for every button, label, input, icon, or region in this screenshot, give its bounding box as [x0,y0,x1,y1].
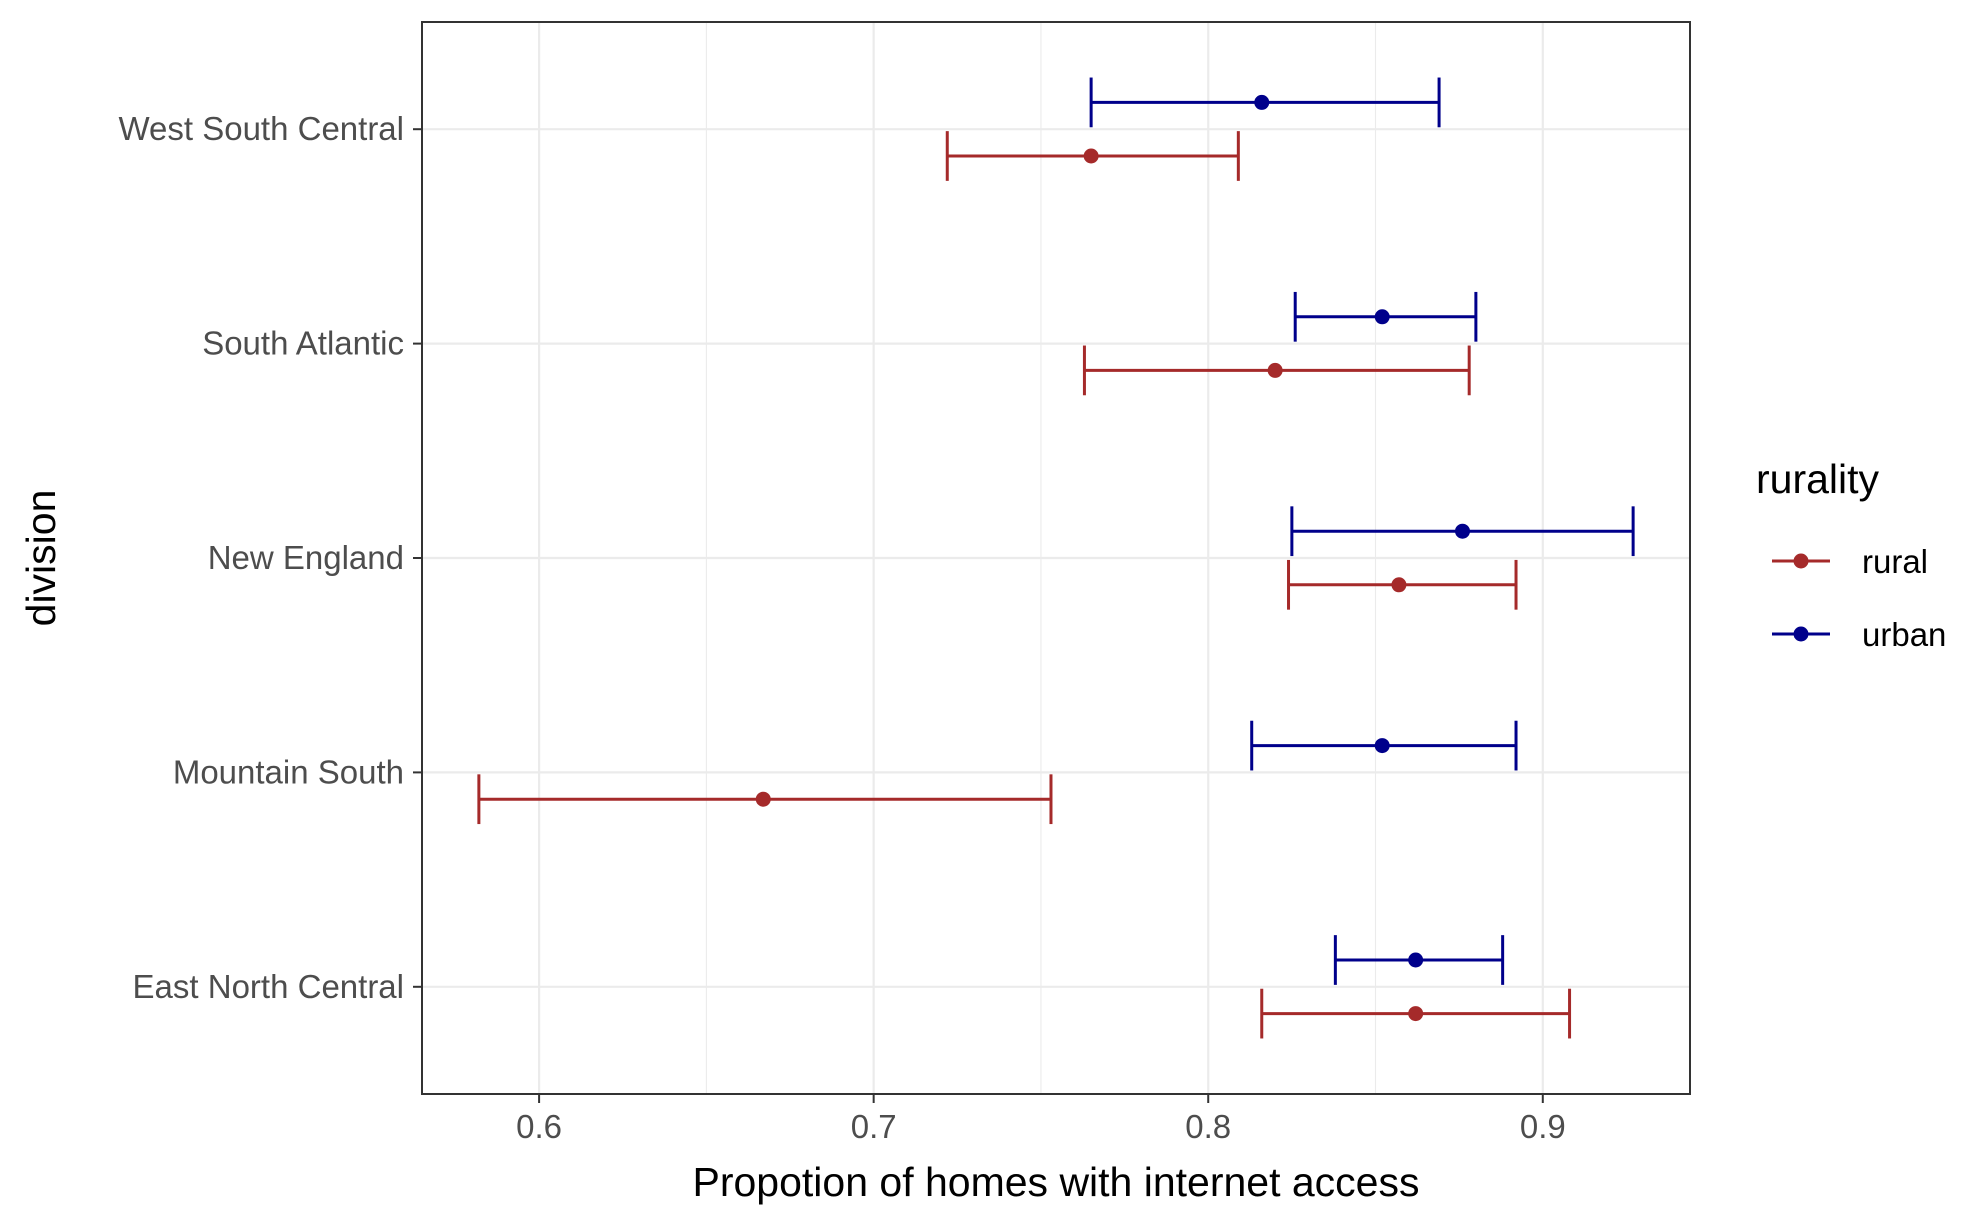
estimate-point [1374,309,1390,325]
legend-items: rural urban [1772,543,1946,653]
estimate-point [1408,1006,1424,1022]
error-bar-urban [1290,506,1635,557]
axes: 0.6 0.7 0.8 0.9 West South Central South Atla… [118,110,1565,1145]
y-tick-label: Mountain South [173,753,404,790]
legend-label: urban [1862,616,1946,653]
x-axis-title: Propotion of homes with internet access [693,1159,1420,1205]
y-tick-label: New England [208,539,404,576]
estimate-point [755,791,771,807]
legend-item-urban: urban [1772,616,1946,653]
estimate-point [1374,738,1390,754]
y-tick-label: West South Central [118,110,404,147]
estimate-point [1454,523,1470,539]
y-tick-label: East North Central [133,968,404,1005]
error-bar-urban [1089,77,1441,128]
error-bar-rural [1082,345,1471,396]
error-bars [477,77,1635,1039]
legend-key-point [1793,553,1809,569]
x-tick-label: 0.9 [1520,1108,1566,1145]
error-bar-rural [945,131,1240,181]
y-tick-label: South Atlantic [202,325,404,362]
estimate-point [1254,94,1270,110]
error-bar-rural [477,774,1053,825]
error-bar-urban [1293,291,1478,342]
estimate-point [1408,952,1424,968]
y-axis-title: division [18,490,64,627]
x-tick-label: 0.8 [1185,1108,1231,1145]
legend-item-rural: rural [1772,543,1928,580]
estimate-point [1267,362,1283,378]
legend-title: rurality [1756,456,1880,502]
x-tick-label: 0.6 [516,1108,562,1145]
error-bar-urban [1333,935,1505,985]
error-bar-rural [1287,559,1518,610]
estimate-point [1083,148,1099,164]
legend: rurality rural urban [1756,456,1946,653]
error-bar-urban [1250,720,1518,771]
estimate-point [1391,577,1407,593]
x-tick-label: 0.7 [851,1108,897,1145]
legend-label: rural [1862,543,1928,580]
error-bar-rural [1260,988,1572,1039]
legend-key-point [1793,626,1809,642]
grid-lines [422,22,1690,1094]
